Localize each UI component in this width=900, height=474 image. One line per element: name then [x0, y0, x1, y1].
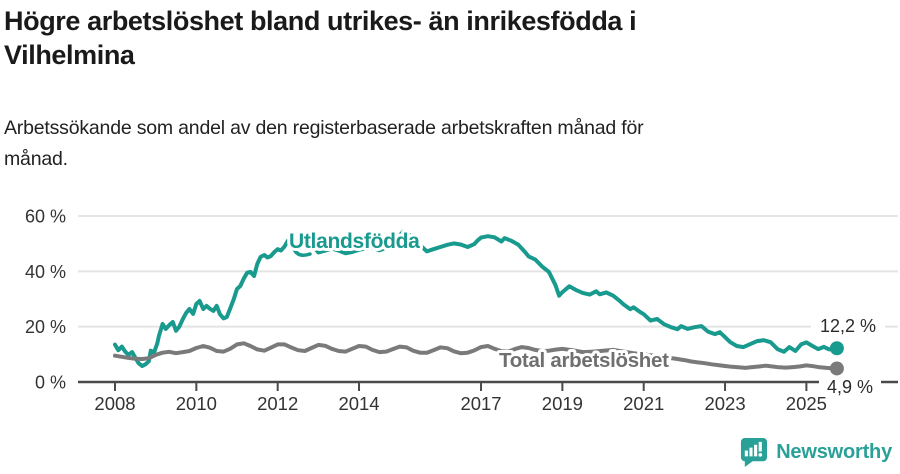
newsworthy-logo-text: Newsworthy: [776, 441, 892, 463]
page-subtitle: Arbetssökande som andel av den registerb…: [4, 113, 824, 175]
page-title-line2: Vilhelmina: [4, 40, 135, 70]
end-dot-utlandsfodda: [829, 341, 844, 356]
x-tick-label: 2025: [786, 393, 827, 414]
series-line-total: [113, 341, 839, 371]
newsworthy-logo[interactable]: Newsworthy: [739, 437, 892, 468]
x-tick-label: 2012: [257, 393, 298, 414]
x-tick-label: 2021: [623, 393, 664, 414]
series-label-total: Total arbetslöshet: [499, 349, 669, 372]
x-tick-label: 2010: [176, 393, 217, 414]
newsworthy-logo-icon: [741, 438, 768, 467]
logo-exclamation-bar: [758, 441, 763, 452]
x-tick-label: 2023: [704, 393, 745, 414]
y-tick-label: 40 %: [25, 262, 66, 282]
page-subtitle-line1: Arbetssökande som andel av den registerb…: [4, 117, 644, 139]
page-subtitle-line2: månad.: [4, 148, 68, 170]
series-line-utlandsfodda: [113, 229, 839, 368]
end-value-label-utlandsfodda: 12,2 %: [820, 316, 876, 336]
y-tick-label: 20 %: [25, 317, 66, 337]
x-tick-label: 2017: [460, 393, 501, 414]
page-title: Högre arbetslöshet bland utrikes- än inr…: [4, 4, 884, 72]
end-value-label-total: 4,9 %: [827, 377, 873, 397]
series-label-utlandsfodda: Utlandsfödda: [289, 230, 420, 253]
x-tick-label: 2014: [338, 393, 379, 414]
x-tick-label: 2019: [542, 393, 583, 414]
page-title-line1: Högre arbetslöshet bland utrikes- än inr…: [4, 6, 637, 36]
end-value-plate-total: [819, 377, 881, 397]
logo-bar-2: [749, 447, 753, 457]
end-dot-total: [829, 361, 844, 376]
logo-bar-3: [754, 444, 758, 457]
x-tick-label: 2008: [94, 393, 135, 414]
logo-bar-1: [744, 450, 749, 457]
logo-exclamation-dot: [758, 452, 763, 457]
end-value-plate-utlandsfodda: [811, 316, 885, 336]
y-tick-label: 0 %: [35, 373, 66, 393]
label-connector: [292, 247, 312, 257]
y-tick-label: 60 %: [25, 207, 66, 227]
